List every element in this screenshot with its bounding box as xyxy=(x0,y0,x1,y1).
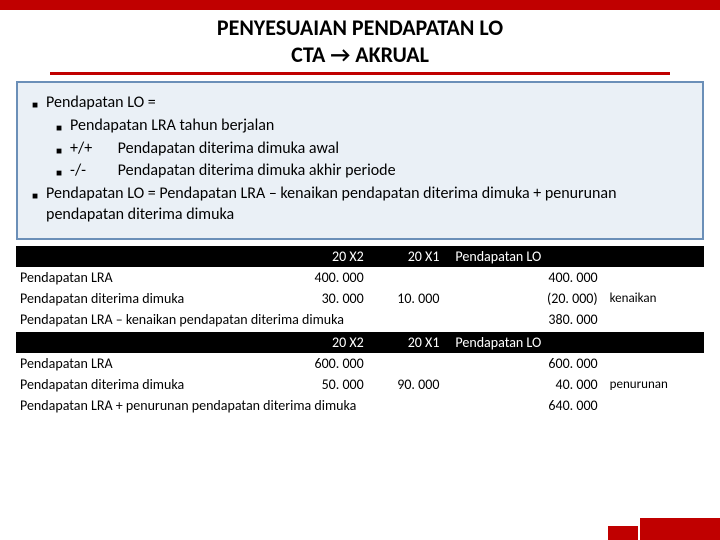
cell: 640. 000 xyxy=(449,395,607,416)
table-2: 20 X2 20 X1 Pendapatan LO Pendapatan LRA… xyxy=(16,332,704,416)
cell: 30. 000 xyxy=(277,288,373,309)
content-box: ■ Pendapatan LO = ■ Pendapatan LRA tahun… xyxy=(16,81,704,240)
bullet-text: Pendapatan diterima dimuka awal xyxy=(118,139,339,158)
table-row: Pendapatan LRA + penurunan pendapatan di… xyxy=(16,395,704,416)
note: penurunan xyxy=(608,374,704,395)
table-1: 20 X2 20 X1 Pendapatan LO Pendapatan LRA… xyxy=(16,246,704,330)
bullet-icon: ■ xyxy=(56,166,62,182)
bullet-op: +/+ xyxy=(70,139,114,160)
table-row: Pendapatan diterima dimuka 30. 000 10. 0… xyxy=(16,288,704,309)
row-label: Pendapatan LRA + penurunan pendapatan di… xyxy=(16,395,449,416)
title-underline xyxy=(50,72,670,75)
bullet-1: ■ Pendapatan LO = xyxy=(28,93,692,114)
table-row: Pendapatan LRA 400. 000 400. 000 xyxy=(16,267,704,288)
tables-area: 20 X2 20 X1 Pendapatan LO Pendapatan LRA… xyxy=(16,246,704,416)
row-label: Pendapatan diterima dimuka xyxy=(16,374,277,395)
cell: 50. 000 xyxy=(277,374,373,395)
cell: 400. 000 xyxy=(449,267,607,288)
deco-block xyxy=(608,526,638,540)
bullet-icon: ■ xyxy=(56,121,62,137)
bullet-text: Pendapatan LO = Pendapatan LRA – kenaika… xyxy=(46,184,692,226)
cell: 600. 000 xyxy=(449,353,607,374)
row-label: Pendapatan LRA – kenaikan pendapatan dit… xyxy=(16,309,449,330)
title-line-2: CTA → AKRUAL xyxy=(0,41,720,68)
bullet-op: -/- xyxy=(70,161,114,182)
deco-block xyxy=(640,518,720,540)
table-row: Pendapatan diterima dimuka 50. 000 90. 0… xyxy=(16,374,704,395)
note: kenaikan xyxy=(608,288,704,309)
col-20x1: 20 X1 xyxy=(374,332,450,353)
col-20x2: 20 X2 xyxy=(277,332,373,353)
bullet-2b: ■ +/+ Pendapatan diterima dimuka awal xyxy=(28,139,692,160)
bullet-2a: ■ Pendapatan LRA tahun berjalan xyxy=(28,116,692,137)
cell: 40. 000 xyxy=(449,374,607,395)
row-label: Pendapatan LRA xyxy=(16,353,277,374)
cell: 90. 000 xyxy=(374,374,450,395)
table-row: Pendapatan LRA 600. 000 600. 000 xyxy=(16,353,704,374)
cell: 10. 000 xyxy=(374,288,450,309)
bottom-decoration xyxy=(608,518,720,540)
cell: 600. 000 xyxy=(277,353,373,374)
bullet-text: Pendapatan LRA tahun berjalan xyxy=(70,116,274,137)
table-header: 20 X2 20 X1 Pendapatan LO xyxy=(16,246,704,267)
col-plo: Pendapatan LO xyxy=(449,246,607,267)
cell: (20. 000) xyxy=(449,288,607,309)
cell xyxy=(374,267,450,288)
slide-title: PENYESUAIAN PENDAPATAN LO CTA → AKRUAL xyxy=(0,10,720,70)
col-20x1: 20 X1 xyxy=(374,246,450,267)
col-plo: Pendapatan LO xyxy=(449,332,607,353)
bullet-text: Pendapatan diterima dimuka akhir periode xyxy=(118,161,396,180)
top-accent-bar xyxy=(0,0,720,10)
title-line-1: PENYESUAIAN PENDAPATAN LO xyxy=(0,14,720,41)
bullet-icon: ■ xyxy=(32,98,38,114)
col-20x2: 20 X2 xyxy=(277,246,373,267)
bullet-text: Pendapatan LO = xyxy=(46,93,156,114)
cell: 380. 000 xyxy=(449,309,607,330)
table-header: 20 X2 20 X1 Pendapatan LO xyxy=(16,332,704,353)
row-label: Pendapatan LRA xyxy=(16,267,277,288)
bullet-3: ■ Pendapatan LO = Pendapatan LRA – kenai… xyxy=(28,184,692,226)
bullet-icon: ■ xyxy=(56,144,62,160)
table-row: Pendapatan LRA – kenaikan pendapatan dit… xyxy=(16,309,704,330)
row-label: Pendapatan diterima dimuka xyxy=(16,288,277,309)
bullet-icon: ■ xyxy=(32,189,38,226)
cell: 400. 000 xyxy=(277,267,373,288)
cell xyxy=(374,353,450,374)
bullet-2c: ■ -/- Pendapatan diterima dimuka akhir p… xyxy=(28,161,692,182)
